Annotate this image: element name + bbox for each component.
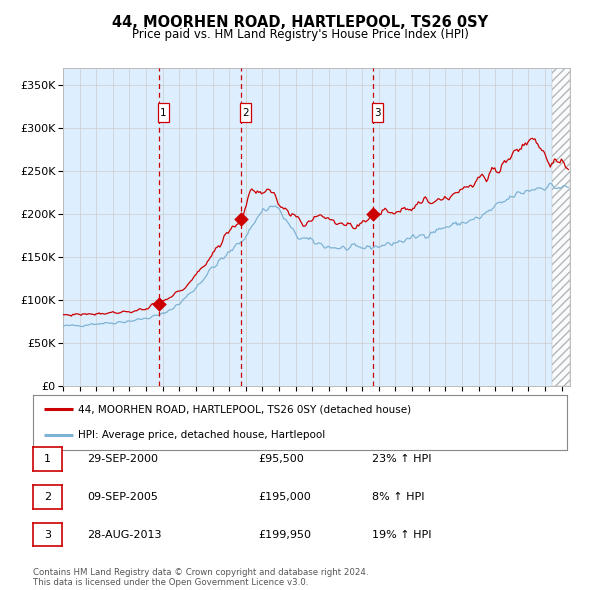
- Text: 1: 1: [160, 107, 167, 117]
- Text: 2: 2: [242, 107, 248, 117]
- Text: £199,950: £199,950: [258, 530, 311, 539]
- Text: 09-SEP-2005: 09-SEP-2005: [87, 492, 158, 502]
- Text: 1: 1: [44, 454, 51, 464]
- Text: Price paid vs. HM Land Registry's House Price Index (HPI): Price paid vs. HM Land Registry's House …: [131, 28, 469, 41]
- Text: Contains HM Land Registry data © Crown copyright and database right 2024.
This d: Contains HM Land Registry data © Crown c…: [33, 568, 368, 587]
- Text: 23% ↑ HPI: 23% ↑ HPI: [372, 454, 431, 464]
- Point: [368, 209, 378, 219]
- Text: 8% ↑ HPI: 8% ↑ HPI: [372, 492, 425, 502]
- Bar: [373, 103, 383, 122]
- Text: 44, MOORHEN ROAD, HARTLEPOOL, TS26 0SY (detached house): 44, MOORHEN ROAD, HARTLEPOOL, TS26 0SY (…: [79, 404, 412, 414]
- Bar: [552, 68, 570, 386]
- Text: £195,000: £195,000: [258, 492, 311, 502]
- Text: HPI: Average price, detached house, Hartlepool: HPI: Average price, detached house, Hart…: [79, 430, 326, 440]
- Text: 3: 3: [374, 107, 381, 117]
- Bar: [158, 103, 169, 122]
- Text: 3: 3: [44, 530, 51, 539]
- Bar: [240, 103, 251, 122]
- Text: 44, MOORHEN ROAD, HARTLEPOOL, TS26 0SY: 44, MOORHEN ROAD, HARTLEPOOL, TS26 0SY: [112, 15, 488, 30]
- Point: [154, 300, 163, 309]
- Point: [236, 214, 245, 223]
- Text: 28-AUG-2013: 28-AUG-2013: [87, 530, 161, 539]
- Text: £95,500: £95,500: [258, 454, 304, 464]
- Text: 29-SEP-2000: 29-SEP-2000: [87, 454, 158, 464]
- Text: 2: 2: [44, 492, 51, 502]
- Text: 19% ↑ HPI: 19% ↑ HPI: [372, 530, 431, 539]
